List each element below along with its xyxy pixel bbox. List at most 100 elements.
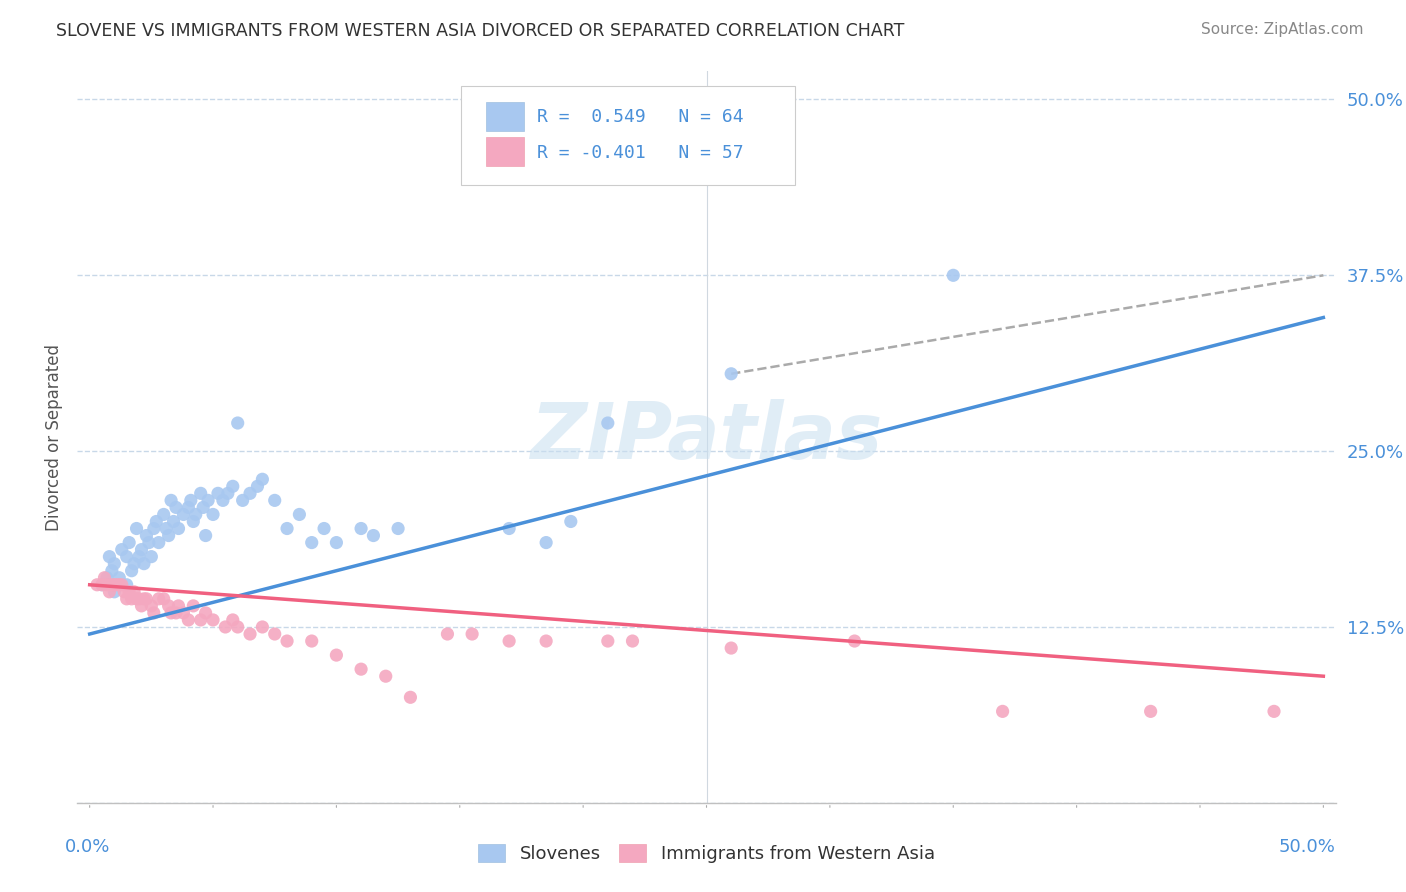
- Point: [167, 599, 190, 613]
- Point: [131, 599, 153, 613]
- Point: [132, 557, 155, 571]
- Point: [132, 591, 155, 606]
- Point: [214, 620, 236, 634]
- Text: R =  0.549   N = 64: R = 0.549 N = 64: [537, 108, 744, 126]
- Point: [122, 584, 145, 599]
- Point: [288, 508, 311, 522]
- Point: [1139, 705, 1161, 719]
- Point: [222, 479, 245, 493]
- Point: [844, 634, 866, 648]
- Point: [165, 606, 187, 620]
- Point: [239, 627, 262, 641]
- Point: [202, 613, 225, 627]
- Point: [560, 515, 582, 529]
- Point: [350, 662, 373, 676]
- Point: [172, 508, 194, 522]
- Point: [142, 521, 165, 535]
- Point: [103, 557, 125, 571]
- Point: [1263, 705, 1285, 719]
- Point: [181, 599, 204, 613]
- Point: [145, 515, 167, 529]
- FancyBboxPatch shape: [486, 137, 524, 167]
- Y-axis label: Divorced or Separated: Divorced or Separated: [45, 343, 63, 531]
- Point: [96, 578, 118, 592]
- Point: [621, 634, 644, 648]
- Point: [177, 500, 200, 515]
- Point: [942, 268, 965, 283]
- Point: [167, 521, 190, 535]
- Point: [325, 648, 347, 662]
- Point: [118, 535, 141, 549]
- Point: [190, 486, 212, 500]
- Point: [436, 627, 458, 641]
- Point: [157, 528, 180, 542]
- Point: [98, 584, 121, 599]
- Point: [181, 515, 204, 529]
- Legend: Slovenes, Immigrants from Western Asia: Slovenes, Immigrants from Western Asia: [478, 844, 935, 863]
- Point: [108, 571, 131, 585]
- Point: [111, 542, 134, 557]
- Point: [157, 599, 180, 613]
- Text: SLOVENE VS IMMIGRANTS FROM WESTERN ASIA DIVORCED OR SEPARATED CORRELATION CHART: SLOVENE VS IMMIGRANTS FROM WESTERN ASIA …: [56, 22, 904, 40]
- Point: [276, 634, 298, 648]
- Point: [128, 591, 150, 606]
- Point: [239, 486, 262, 500]
- Point: [125, 521, 148, 535]
- Point: [131, 542, 153, 557]
- Point: [105, 578, 128, 592]
- Point: [312, 521, 335, 535]
- Point: [162, 515, 184, 529]
- Point: [160, 606, 183, 620]
- Point: [172, 606, 194, 620]
- Point: [190, 613, 212, 627]
- Text: ZIPatlas: ZIPatlas: [530, 399, 883, 475]
- Point: [152, 508, 174, 522]
- Point: [301, 634, 323, 648]
- Point: [197, 493, 219, 508]
- Point: [720, 367, 742, 381]
- Point: [399, 690, 422, 705]
- FancyBboxPatch shape: [461, 86, 794, 185]
- Point: [138, 535, 160, 549]
- Point: [108, 578, 131, 592]
- Point: [125, 591, 148, 606]
- Point: [263, 493, 285, 508]
- Point: [212, 493, 235, 508]
- Point: [252, 472, 274, 486]
- Point: [301, 535, 323, 549]
- Point: [141, 549, 163, 564]
- Point: [191, 500, 215, 515]
- Point: [148, 535, 170, 549]
- Point: [122, 557, 145, 571]
- Point: [596, 634, 619, 648]
- Point: [991, 705, 1014, 719]
- FancyBboxPatch shape: [486, 102, 524, 131]
- Point: [596, 416, 619, 430]
- Point: [202, 508, 225, 522]
- Text: 0.0%: 0.0%: [65, 838, 110, 856]
- Point: [91, 578, 114, 592]
- Text: 50.0%: 50.0%: [1279, 838, 1336, 856]
- Point: [226, 416, 249, 430]
- Text: R = -0.401   N = 57: R = -0.401 N = 57: [537, 145, 744, 162]
- Point: [222, 613, 245, 627]
- Point: [142, 606, 165, 620]
- Point: [226, 620, 249, 634]
- Point: [165, 500, 187, 515]
- Point: [103, 584, 125, 599]
- Point: [118, 584, 141, 599]
- Point: [184, 508, 207, 522]
- Point: [111, 578, 134, 592]
- Point: [177, 613, 200, 627]
- Point: [93, 571, 115, 585]
- Point: [115, 549, 138, 564]
- Point: [374, 669, 396, 683]
- Point: [263, 627, 285, 641]
- Point: [101, 564, 124, 578]
- Point: [86, 578, 108, 592]
- Point: [115, 578, 138, 592]
- Point: [276, 521, 298, 535]
- Point: [246, 479, 269, 493]
- Point: [207, 486, 229, 500]
- Text: Source: ZipAtlas.com: Source: ZipAtlas.com: [1201, 22, 1364, 37]
